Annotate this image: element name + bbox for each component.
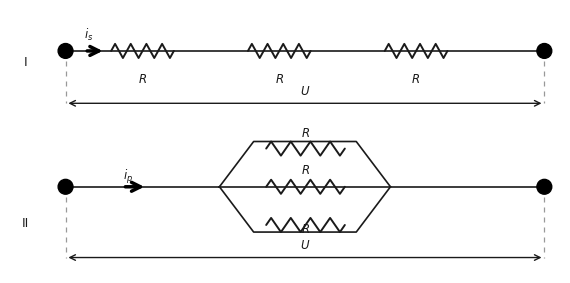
Text: R: R — [302, 127, 310, 140]
Ellipse shape — [58, 44, 73, 58]
Text: R: R — [302, 164, 310, 177]
Text: II: II — [22, 217, 29, 230]
Text: $i_s$: $i_s$ — [84, 27, 93, 43]
Text: R: R — [412, 73, 420, 86]
Ellipse shape — [58, 179, 73, 194]
Text: R: R — [302, 223, 310, 236]
Ellipse shape — [537, 179, 552, 194]
Text: U: U — [300, 85, 310, 98]
Text: $i_p$: $i_p$ — [123, 168, 133, 186]
Text: R: R — [275, 73, 283, 86]
Text: R: R — [139, 73, 146, 86]
Ellipse shape — [537, 44, 552, 58]
Text: I: I — [24, 56, 27, 69]
Text: U: U — [300, 239, 310, 252]
